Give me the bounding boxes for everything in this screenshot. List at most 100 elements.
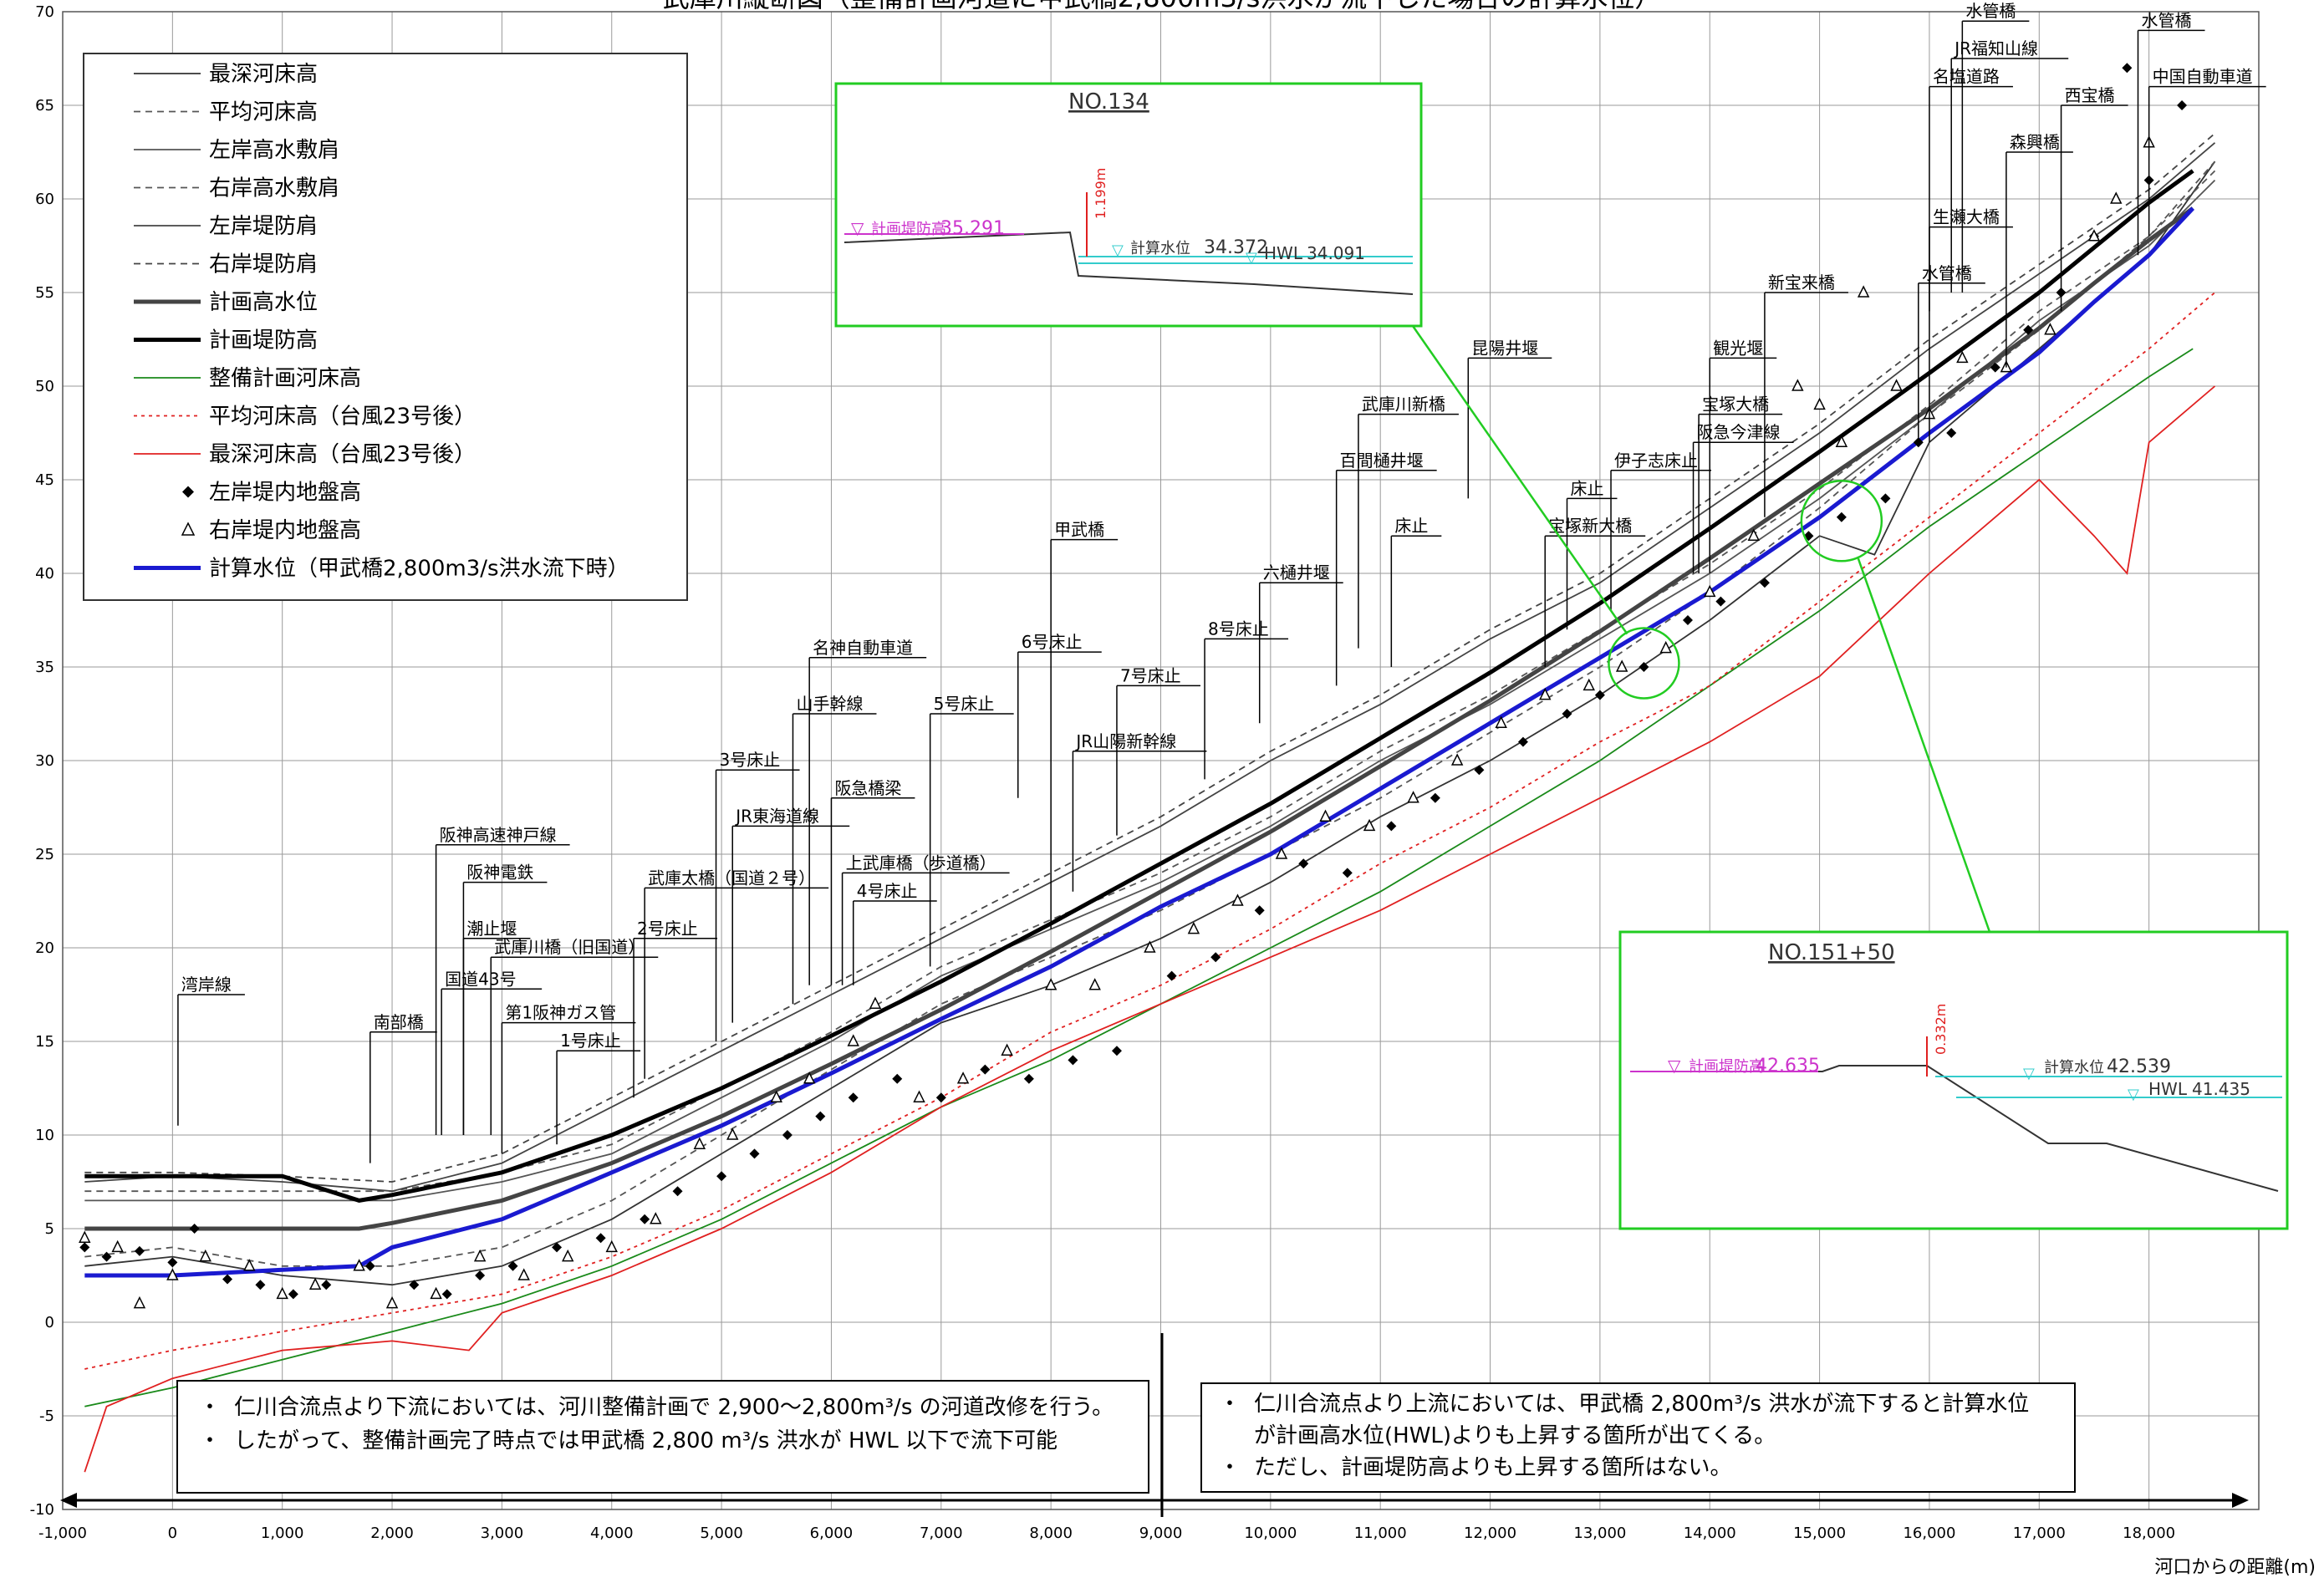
structure-label: 伊子志床止 [1614,450,1698,471]
extent-arrow-right-head [2232,1493,2249,1508]
left-levee-ground-point [716,1171,727,1182]
right-levee-ground-point [517,1268,530,1280]
legend-marker-diamond [182,486,194,498]
left-levee-ground-point [552,1242,563,1253]
inset-no151-hwl-value: 41.435 [2192,1079,2250,1099]
series-line-1 [84,160,2216,1267]
inset-no151-calc-symbol: ▽ [2023,1065,2035,1082]
right-levee-ground-point [605,1239,618,1253]
right-levee-ground-point [473,1249,487,1262]
structure-label: 宝塚大橋 [1702,394,1769,415]
right-levee-ground-point [1813,397,1826,410]
y-tick-label: 60 [35,191,54,208]
right-levee-ground-point [1539,687,1552,700]
right-levee-ground-point [1615,659,1628,672]
left-levee-ground-point [1682,615,1693,625]
x-tick-label: 13,000 [1573,1525,1626,1542]
series-line-11 [84,206,2195,1278]
y-tick-label: 35 [35,659,54,676]
y-tick-label: 5 [45,1220,54,1238]
series-line-4 [84,142,2216,1193]
right-levee-ground-point [385,1295,399,1309]
left-levee-ground-point [1386,821,1397,832]
marker-layer [79,63,2188,1309]
page-title: 武庫川縦断図（整備計画河道に甲武橋2,800m3/s洪水が流下した場合の計算水位… [663,0,1662,13]
note-left-bullet-2: ・ [199,1428,221,1453]
inset-no151-plan-label: 計画堤防高 [1689,1058,1764,1076]
note-right-line-2: が計画高水位(HWL)よりも上昇する箇所が出てくる。 [1254,1423,1776,1448]
note-right-line-1: 仁川合流点より上流においては、甲武橋 2,800m³/s 洪水が流下すると計算水… [1254,1392,2029,1417]
legend-box [83,53,688,601]
inset-no151-plan-value: 42.635 [1756,1056,1820,1077]
structure-label: 百間樋井堰 [1340,450,1424,471]
inset-no134-calc-label: 計算水位 [1130,240,1190,257]
left-levee-ground-point [782,1130,793,1140]
structure-label: 第1阪神ガス管 [505,1003,616,1023]
left-levee-ground-point [1562,709,1572,719]
left-levee-ground-point [288,1289,298,1300]
structure-label: 水管橋 [1922,263,1972,283]
structure-label: 西宝橋 [2065,85,2115,105]
right-levee-ground-point [1791,379,1804,391]
structure-label: 観光堰 [1713,338,1763,358]
left-levee-ground-point [1298,858,1309,869]
structure-label: 名神自動車道 [813,638,913,658]
legend-label: 左岸堤内地盤高 [209,481,361,506]
left-levee-ground-point [1068,1055,1078,1066]
inset-no151-diff: 0.332m [1933,1004,1949,1055]
x-tick-label: 16,000 [1903,1525,1955,1542]
left-levee-ground-point [1715,596,1726,607]
right-levee-ground-point [956,1072,970,1084]
inset-no151: NO.151+50 ▽ 計画堤防高 42.635 ▽ 計算水位 42.539 ▽… [1618,930,2289,1230]
left-levee-ground-point [1880,493,1891,504]
right-levee-ground-point [1088,978,1101,990]
right-levee-ground-point [1231,893,1244,906]
y-tick-label: 15 [35,1033,54,1051]
structure-label: 水管橋 [2142,10,2192,30]
legend: 最深河床高平均河床高左岸高水敷肩右岸高水敷肩左岸堤防肩右岸堤防肩計画高水位計画堤… [83,53,688,601]
x-tick-label: 4,000 [590,1525,634,1542]
legend-label: 左岸堤防肩 [209,214,318,239]
left-levee-ground-point [1430,792,1440,803]
left-levee-ground-point [1990,362,2000,373]
left-levee-ground-point [749,1148,760,1159]
legend-marker-triangle [181,522,196,536]
right-levee-ground-point [2087,229,2101,242]
series-line-0 [84,160,2216,1286]
left-levee-ground-point [935,1092,946,1103]
legend-label: 最深河床高 [209,62,318,87]
structure-label: JR東海道線 [734,806,819,826]
right-levee-ground-point [1275,847,1288,859]
note-left-bullet-1: ・ [199,1395,221,1420]
right-levee-ground-point [803,1072,816,1084]
structure-label: 宝塚新大橋 [1548,516,1632,536]
inset-no151-calc-label: 計算水位 [2044,1059,2104,1077]
legend-label: 右岸堤内地盤高 [209,518,361,543]
right-levee-ground-point [693,1137,706,1149]
structure-label: 阪神高速神戸線 [440,825,557,845]
x-tick-label: 3,000 [481,1525,524,1542]
left-levee-ground-point [1023,1073,1034,1084]
y-tick-label: 20 [35,939,54,957]
structure-label: 山手幹線 [796,694,863,714]
right-levee-ground-point [243,1259,256,1271]
left-levee-ground-point [815,1111,826,1122]
inset-no134-plan-symbol: ▽ [851,218,864,238]
series-line-2 [84,179,2216,1202]
callout-connector-no151 [1857,557,1991,933]
x-tick-label: 14,000 [1684,1525,1736,1542]
left-levee-ground-point [507,1260,518,1271]
inset-no134-plan-label: 計画堤防高 [871,221,946,238]
right-levee-ground-point [1857,285,1870,298]
structure-label: 新宝来橋 [1768,272,1835,293]
left-levee-ground-point [134,1245,145,1256]
right-levee-ground-point [1319,809,1332,822]
extent-arrow-left-head [60,1493,77,1508]
callout-circle-no151 [1800,480,1883,562]
left-levee-ground-point [1254,905,1265,916]
right-levee-ground-point [353,1259,365,1271]
inset-no134-hwl-value: 34.091 [1307,243,1365,263]
y-tick-label: 10 [35,1127,54,1144]
x-tick-label: 7,000 [920,1525,963,1542]
structure-label: 床止 [1570,478,1603,498]
